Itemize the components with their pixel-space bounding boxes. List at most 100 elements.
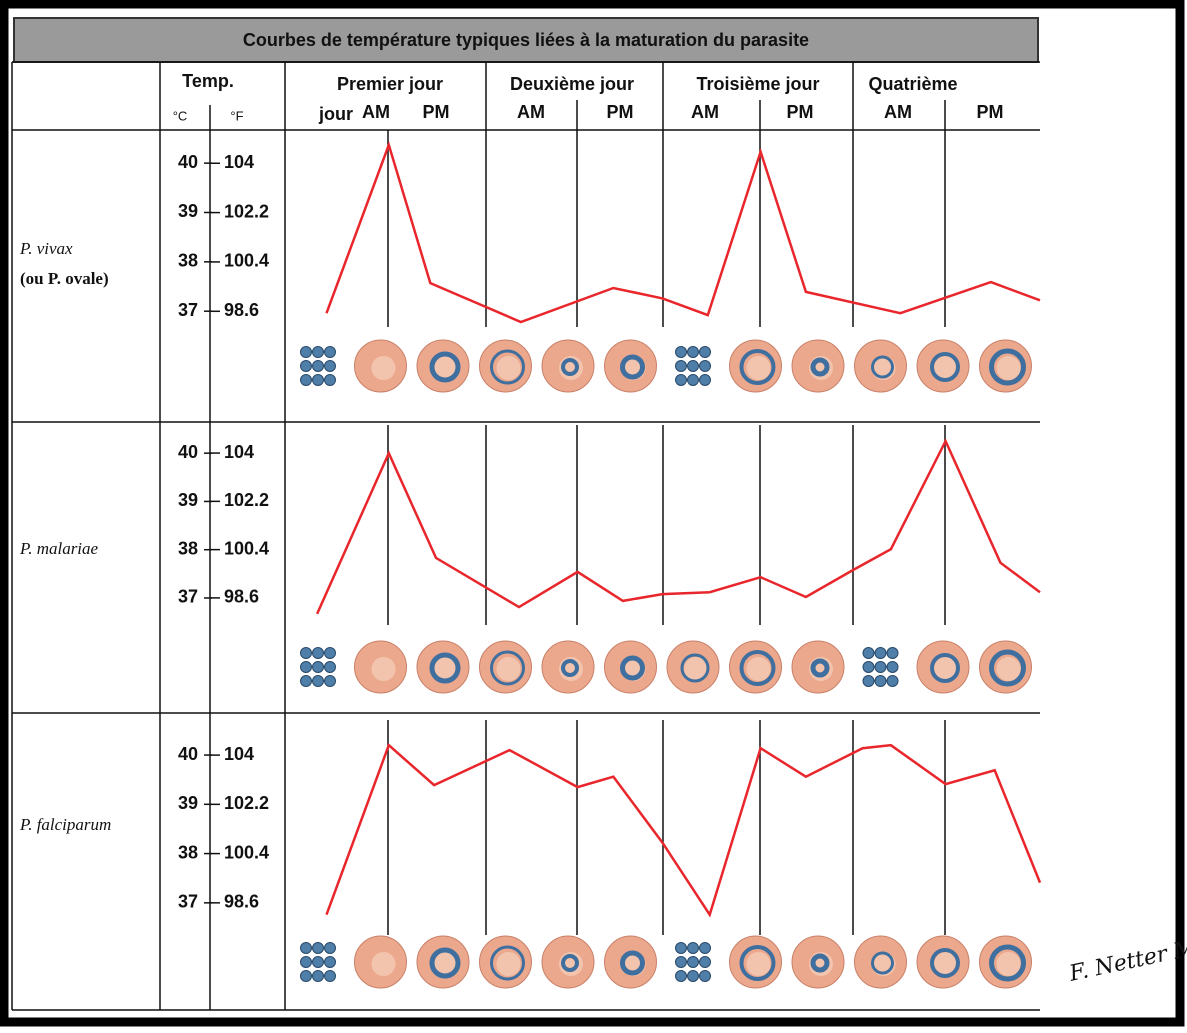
y-tick-label: 40 xyxy=(178,152,198,172)
merozoite xyxy=(325,957,336,968)
y2-tick-label: 104 xyxy=(224,152,254,172)
y-tick-label: 38 xyxy=(178,538,198,558)
merozoite xyxy=(325,648,336,659)
y-tick-label: 40 xyxy=(178,744,198,764)
merozoite xyxy=(313,347,324,358)
merozoite xyxy=(313,971,324,982)
y-tick-label: 39 xyxy=(178,490,198,510)
species-label: P. falciparum xyxy=(19,815,111,834)
temp-label: Temp. xyxy=(182,71,234,91)
chart: Courbes de température typiques liées à … xyxy=(0,0,1187,1028)
merozoite xyxy=(301,971,312,982)
unit-f: °F xyxy=(230,108,243,123)
merozoite xyxy=(313,361,324,372)
cell-center xyxy=(997,952,1021,976)
merozoite xyxy=(325,676,336,687)
cell-center xyxy=(747,657,771,681)
day-label: Quatrième xyxy=(868,74,957,94)
y-tick-label: 39 xyxy=(178,793,198,813)
day-label: Premier jour xyxy=(337,74,443,94)
merozoite xyxy=(301,361,312,372)
cell-center xyxy=(372,356,396,380)
merozoite xyxy=(313,662,324,673)
y2-tick-label: 100.4 xyxy=(224,538,269,558)
cell-center xyxy=(747,952,771,976)
merozoite xyxy=(676,347,687,358)
y2-tick-label: 104 xyxy=(224,442,254,462)
cell-center xyxy=(497,356,521,380)
merozoite xyxy=(863,676,874,687)
merozoite xyxy=(676,375,687,386)
y2-tick-label: 102.2 xyxy=(224,793,269,813)
species-label: P. vivax xyxy=(19,239,73,258)
y-tick-label: 40 xyxy=(178,442,198,462)
temperature-line xyxy=(317,441,1040,614)
period-label: AM xyxy=(884,102,912,122)
merozoite xyxy=(301,676,312,687)
y-tick-label: 37 xyxy=(178,300,198,320)
species-label: P. malariae xyxy=(19,539,99,558)
merozoite xyxy=(700,361,711,372)
species-label-2: (ou P. ovale) xyxy=(20,269,109,288)
merozoite xyxy=(688,943,699,954)
merozoite xyxy=(325,662,336,673)
merozoite xyxy=(313,676,324,687)
grid-layout xyxy=(12,62,1040,1010)
cell-row xyxy=(301,936,1032,988)
merozoite xyxy=(688,971,699,982)
merozoite xyxy=(688,375,699,386)
merozoite xyxy=(700,347,711,358)
cell-center xyxy=(747,356,771,380)
merozoite xyxy=(325,347,336,358)
merozoite xyxy=(700,375,711,386)
merozoite xyxy=(301,957,312,968)
merozoite xyxy=(887,676,898,687)
merozoite xyxy=(301,943,312,954)
merozoite xyxy=(325,361,336,372)
stray-label: jour xyxy=(318,104,353,124)
y-tick-label: 39 xyxy=(178,201,198,221)
y2-tick-label: 100.4 xyxy=(224,842,269,862)
merozoite xyxy=(875,648,886,659)
merozoite xyxy=(863,648,874,659)
merozoite xyxy=(676,361,687,372)
merozoite xyxy=(688,347,699,358)
cell-center xyxy=(497,952,521,976)
merozoite xyxy=(313,943,324,954)
y2-tick-label: 98.6 xyxy=(224,587,259,607)
y-tick-label: 37 xyxy=(178,587,198,607)
y2-tick-label: 104 xyxy=(224,744,254,764)
merozoite xyxy=(301,375,312,386)
merozoite xyxy=(875,676,886,687)
y2-tick-label: 100.4 xyxy=(224,251,269,271)
merozoite xyxy=(875,662,886,673)
cell-center xyxy=(497,657,521,681)
period-label: AM xyxy=(362,102,390,122)
merozoite xyxy=(676,971,687,982)
merozoite xyxy=(863,662,874,673)
merozoite xyxy=(688,361,699,372)
cell-center xyxy=(372,952,396,976)
merozoite xyxy=(887,648,898,659)
merozoite xyxy=(325,971,336,982)
temperature-line xyxy=(327,145,1041,322)
title: Courbes de température typiques liées à … xyxy=(243,30,809,50)
temperature-line xyxy=(327,745,1041,915)
merozoite xyxy=(301,648,312,659)
cell-row xyxy=(301,641,1032,693)
y2-tick-label: 102.2 xyxy=(224,201,269,221)
merozoite xyxy=(887,662,898,673)
cell-center xyxy=(997,356,1021,380)
merozoite xyxy=(676,943,687,954)
period-label: AM xyxy=(691,102,719,122)
merozoite xyxy=(313,648,324,659)
cell-center xyxy=(997,657,1021,681)
unit-c: °C xyxy=(173,108,188,123)
merozoite xyxy=(301,662,312,673)
y-tick-label: 38 xyxy=(178,251,198,271)
merozoite xyxy=(700,957,711,968)
cell-center xyxy=(372,657,396,681)
period-label: AM xyxy=(517,102,545,122)
y2-tick-label: 98.6 xyxy=(224,892,259,912)
y2-tick-label: 102.2 xyxy=(224,490,269,510)
